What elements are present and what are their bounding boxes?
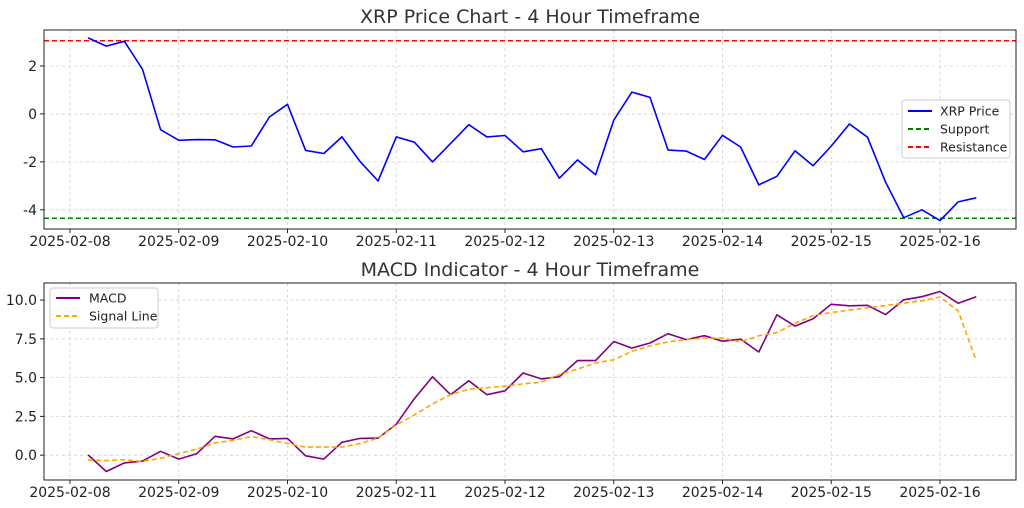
x-tick-label: 2025-02-11 xyxy=(356,234,437,250)
price-chart-grid xyxy=(44,30,1016,229)
macd-chart-frame xyxy=(43,282,1017,481)
x-tick-label: 2025-02-08 xyxy=(29,485,110,501)
price-chart-legend: XRP Price Support Resistance xyxy=(901,99,1011,159)
x-tick-label: 2025-02-09 xyxy=(138,234,219,250)
x-tick-label: 2025-02-14 xyxy=(682,485,763,501)
macd-chart-y-ticks: 10.0 7.5 5.0 2.5 0.0 xyxy=(6,293,44,464)
y-tick-label: 5.0 xyxy=(15,371,37,387)
y-tick-label: 10.0 xyxy=(6,293,37,309)
x-tick-label: 2025-02-10 xyxy=(247,234,328,250)
signal-line-line xyxy=(88,296,978,463)
y-tick-label: 2.5 xyxy=(15,409,37,425)
macd-chart-x-ticks: 2025-02-08 2025-02-09 2025-02-10 2025-02-11… xyxy=(29,480,981,501)
y-tick-label: -2 xyxy=(23,155,37,171)
legend-label-support: Support xyxy=(940,122,990,137)
legend-label-macd: MACD xyxy=(89,291,126,306)
x-tick-label: 2025-02-13 xyxy=(573,234,654,250)
x-tick-label: 2025-02-16 xyxy=(899,485,980,501)
x-tick-label: 2025-02-11 xyxy=(356,485,437,501)
y-tick-label: 0.0 xyxy=(15,448,37,464)
price-chart-frame xyxy=(43,29,1017,230)
macd-line xyxy=(87,290,977,473)
legend-label-resistance: Resistance xyxy=(940,140,1008,155)
x-tick-label: 2025-02-09 xyxy=(138,485,219,501)
price-chart-x-ticks: 2025-02-08 2025-02-09 2025-02-10 2025-02-11… xyxy=(29,229,981,250)
x-tick-label: 2025-02-13 xyxy=(573,485,654,501)
x-tick-label: 2025-02-12 xyxy=(464,234,545,250)
macd-chart-legend: MACD Signal Line xyxy=(49,287,159,329)
xrp-price-line xyxy=(87,37,977,222)
y-tick-label: 7.5 xyxy=(15,332,37,348)
price-chart-legend-box xyxy=(901,99,1011,159)
y-tick-label: 0 xyxy=(28,107,37,123)
price-chart-title: XRP Price Chart - 4 Hour Timeframe xyxy=(360,6,700,28)
legend-label-signal-line: Signal Line xyxy=(89,309,158,324)
x-tick-label: 2025-02-16 xyxy=(899,234,980,250)
macd-chart: MACD Indicator - 4 Hour Timeframe 2025-0… xyxy=(6,259,1017,501)
x-tick-label: 2025-02-15 xyxy=(791,485,872,501)
macd-chart-title: MACD Indicator - 4 Hour Timeframe xyxy=(361,259,700,281)
price-chart-series xyxy=(87,37,977,222)
y-tick-label: -4 xyxy=(23,203,37,219)
price-chart-y-ticks: 2 0 -2 -4 xyxy=(23,59,44,219)
y-tick-label: 2 xyxy=(28,59,37,75)
price-chart-levels xyxy=(44,40,1016,219)
x-tick-label: 2025-02-14 xyxy=(682,234,763,250)
macd-chart-series xyxy=(87,290,978,473)
x-tick-label: 2025-02-08 xyxy=(29,234,110,250)
macd-chart-grid xyxy=(44,283,1016,480)
x-tick-label: 2025-02-12 xyxy=(464,485,545,501)
x-tick-label: 2025-02-10 xyxy=(247,485,328,501)
x-tick-label: 2025-02-15 xyxy=(791,234,872,250)
legend-label-xrp-price: XRP Price xyxy=(940,104,1000,119)
price-chart: XRP Price Chart - 4 Hour Timeframe 2025-… xyxy=(23,6,1017,250)
